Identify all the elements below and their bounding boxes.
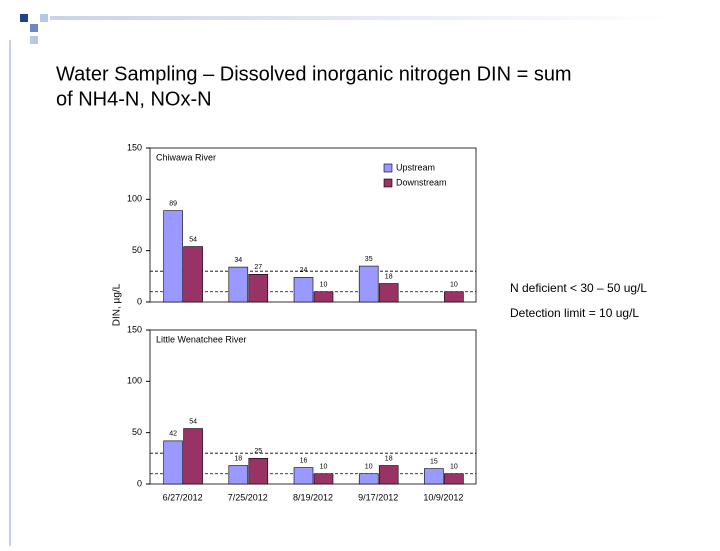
x-tick-label: 9/17/2012 [358,492,398,502]
chart-title: Chiwawa River [156,152,216,162]
decor [30,36,38,44]
bar [293,277,314,303]
value-label: 18 [385,455,393,462]
value-label: 54 [189,418,197,425]
x-tick-label: 6/27/2012 [163,492,203,502]
y-tick-label: 150 [127,142,142,152]
bar [444,291,464,303]
value-label: 10 [320,282,328,289]
bar [293,467,314,485]
bar [313,473,334,485]
chart-title: Little Wenatchee River [156,334,246,344]
decor [20,14,28,22]
bar [358,473,379,485]
value-label: 89 [169,200,177,207]
value-label: 24 [300,267,308,274]
bar [358,265,379,303]
decor [50,16,670,20]
legend-swatch [383,163,393,173]
legend-swatch [383,178,393,188]
bar [248,273,269,303]
x-tick-label: 10/9/2012 [423,492,463,502]
y-tick-label: 0 [137,296,142,306]
bar [378,465,399,485]
y-tick-label: 100 [127,376,142,386]
decor [40,14,48,22]
value-label: 10 [365,464,373,471]
note: Detection limit = 10 ug/L [510,306,639,320]
bar [183,428,203,485]
bar [183,246,203,303]
bar [424,468,444,485]
x-tick-label: 7/25/2012 [228,492,268,502]
value-label: 15 [430,458,438,465]
legend-label: Downstream [396,177,447,187]
bar [228,465,249,485]
decor [30,24,38,32]
value-label: 35 [365,256,373,263]
y-tick-label: 0 [137,478,142,488]
value-label: 18 [234,455,242,462]
bar [444,473,464,485]
value-label: 10 [450,282,458,289]
y-tick-label: 150 [127,324,142,334]
value-label: 34 [234,257,242,264]
note: N deficient < 30 – 50 ug/L [510,281,647,295]
value-label: 16 [300,457,308,464]
bar [163,440,183,485]
value-label: 10 [450,464,458,471]
y-tick-label: 50 [132,245,142,255]
value-label: 25 [254,448,262,455]
y-tick-label: 50 [132,427,142,437]
value-label: 18 [385,273,393,280]
value-label: 27 [254,264,262,271]
bar [378,283,399,303]
x-tick-label: 8/19/2012 [293,492,333,502]
bar [163,210,183,303]
bar [313,291,334,303]
title: Water Sampling – Dissolved inorganic nit… [56,63,572,85]
value-label: 42 [169,431,177,438]
y-tick-label: 100 [127,194,142,204]
value-label: 54 [189,236,197,243]
value-label: 10 [320,464,328,471]
bar [248,458,269,485]
legend-label: Upstream [396,162,435,172]
title: of NH4-N, NOx-N [56,88,212,110]
bar [228,266,249,303]
y-axis-label: DIN, µg/L [112,283,123,326]
